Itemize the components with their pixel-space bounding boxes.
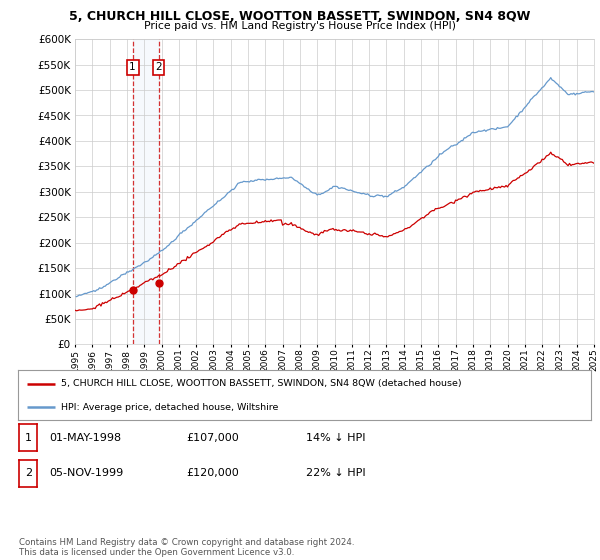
Text: 14% ↓ HPI: 14% ↓ HPI xyxy=(306,433,365,443)
Text: 2: 2 xyxy=(155,62,162,72)
Text: 5, CHURCH HILL CLOSE, WOOTTON BASSETT, SWINDON, SN4 8QW (detached house): 5, CHURCH HILL CLOSE, WOOTTON BASSETT, S… xyxy=(61,379,461,388)
Text: £107,000: £107,000 xyxy=(186,433,239,443)
Text: £120,000: £120,000 xyxy=(186,468,239,478)
Bar xyxy=(133,39,158,344)
Text: Contains HM Land Registry data © Crown copyright and database right 2024.
This d: Contains HM Land Registry data © Crown c… xyxy=(19,538,355,557)
Text: 2: 2 xyxy=(25,468,32,478)
Text: HPI: Average price, detached house, Wiltshire: HPI: Average price, detached house, Wilt… xyxy=(61,403,278,412)
Text: 5, CHURCH HILL CLOSE, WOOTTON BASSETT, SWINDON, SN4 8QW: 5, CHURCH HILL CLOSE, WOOTTON BASSETT, S… xyxy=(70,10,530,23)
Text: 01-MAY-1998: 01-MAY-1998 xyxy=(49,433,121,443)
Text: 1: 1 xyxy=(25,433,32,443)
Text: 1: 1 xyxy=(129,62,136,72)
Text: 05-NOV-1999: 05-NOV-1999 xyxy=(49,468,124,478)
Text: Price paid vs. HM Land Registry's House Price Index (HPI): Price paid vs. HM Land Registry's House … xyxy=(144,21,456,31)
Text: 22% ↓ HPI: 22% ↓ HPI xyxy=(306,468,365,478)
